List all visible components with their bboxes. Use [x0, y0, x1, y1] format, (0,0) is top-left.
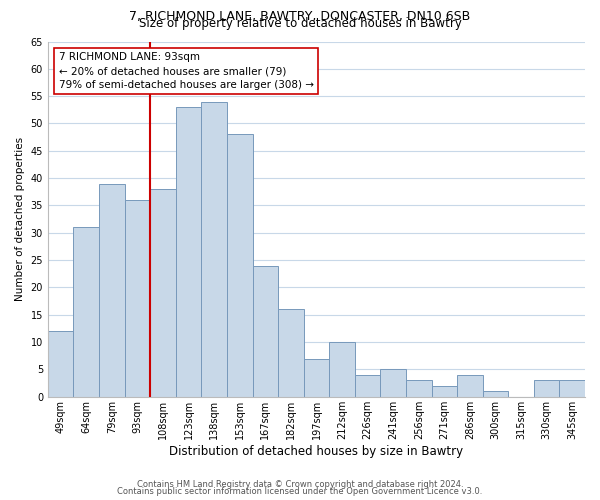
Bar: [329, 342, 355, 397]
Bar: [482, 392, 508, 397]
Bar: [202, 102, 227, 397]
Text: Contains HM Land Registry data © Crown copyright and database right 2024.: Contains HM Land Registry data © Crown c…: [137, 480, 463, 489]
Bar: [559, 380, 585, 397]
Bar: [380, 370, 406, 397]
Bar: [176, 107, 202, 397]
Bar: [48, 331, 73, 397]
Bar: [355, 375, 380, 397]
Bar: [431, 386, 457, 397]
X-axis label: Distribution of detached houses by size in Bawtry: Distribution of detached houses by size …: [169, 444, 464, 458]
Y-axis label: Number of detached properties: Number of detached properties: [15, 137, 25, 301]
Bar: [304, 358, 329, 397]
Text: Size of property relative to detached houses in Bawtry: Size of property relative to detached ho…: [139, 18, 461, 30]
Bar: [406, 380, 431, 397]
Text: 7, RICHMOND LANE, BAWTRY, DONCASTER, DN10 6SB: 7, RICHMOND LANE, BAWTRY, DONCASTER, DN1…: [130, 10, 470, 23]
Bar: [150, 189, 176, 397]
Bar: [534, 380, 559, 397]
Bar: [253, 266, 278, 397]
Bar: [99, 184, 125, 397]
Bar: [73, 228, 99, 397]
Text: 7 RICHMOND LANE: 93sqm
← 20% of detached houses are smaller (79)
79% of semi-det: 7 RICHMOND LANE: 93sqm ← 20% of detached…: [59, 52, 314, 90]
Bar: [278, 310, 304, 397]
Text: Contains public sector information licensed under the Open Government Licence v3: Contains public sector information licen…: [118, 487, 482, 496]
Bar: [457, 375, 482, 397]
Bar: [125, 200, 150, 397]
Bar: [227, 134, 253, 397]
